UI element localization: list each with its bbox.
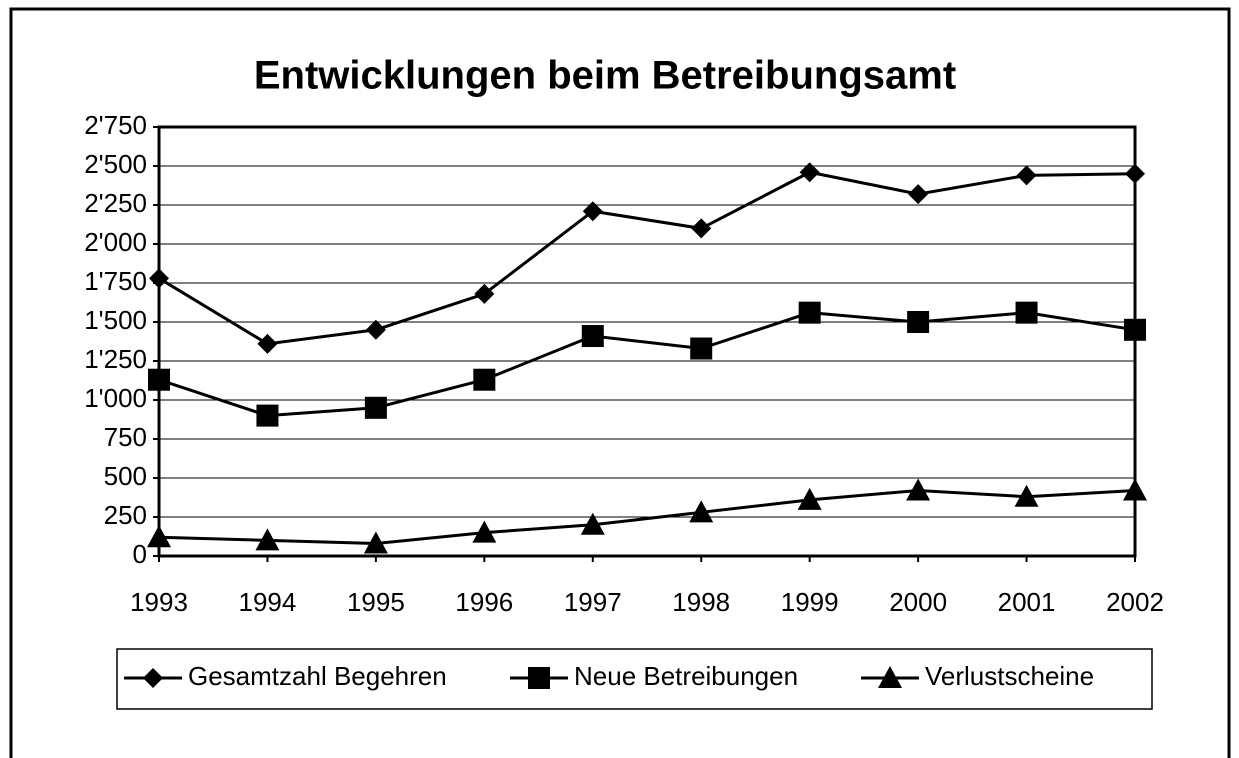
y-tick-label: 750: [104, 422, 147, 452]
y-tick-label: 2'000: [84, 227, 147, 257]
series-line: [158, 170, 1136, 346]
marker: [1124, 318, 1146, 341]
marker: [257, 333, 278, 354]
marker: [149, 268, 169, 289]
marker: [255, 528, 280, 551]
x-tick-label: 1995: [347, 587, 405, 617]
marker: [798, 301, 821, 324]
y-tick-label: 2'500: [84, 149, 147, 179]
marker: [1123, 478, 1147, 501]
marker: [363, 531, 388, 554]
marker: [689, 500, 714, 523]
marker: [148, 368, 170, 391]
x-tick-label: 2001: [998, 587, 1056, 617]
legend-label: Verlustscheine: [925, 661, 1094, 691]
y-tick-label: 250: [104, 500, 147, 530]
x-tick-label: 1997: [564, 587, 622, 617]
series-line: [158, 488, 1136, 546]
marker: [907, 311, 930, 333]
legend-box: [116, 648, 1153, 710]
marker: [690, 337, 713, 360]
legend-label: Gesamtzahl Begehren: [188, 661, 447, 691]
marker: [473, 368, 496, 391]
marker: [797, 487, 822, 510]
marker: [528, 667, 550, 689]
marker: [256, 404, 279, 427]
marker: [364, 396, 387, 419]
x-tick-label: 1994: [239, 587, 297, 617]
y-tick-label: 1'000: [84, 383, 147, 413]
marker: [691, 218, 712, 239]
marker: [1016, 165, 1037, 186]
x-tick-label: 2002: [1106, 587, 1164, 617]
plot-border: [157, 125, 1137, 558]
marker: [582, 201, 603, 222]
y-tick-label: 1'750: [84, 266, 147, 296]
y-tick-label: 500: [104, 461, 147, 491]
y-tick-label: 1'500: [84, 305, 147, 335]
x-tick-label: 1996: [455, 587, 513, 617]
x-tick-label: 1998: [672, 587, 730, 617]
chart-title: Entwicklungen beim Betreibungsamt: [254, 54, 956, 98]
marker: [1015, 301, 1038, 324]
marker: [908, 184, 929, 205]
marker: [147, 525, 171, 548]
marker: [474, 283, 495, 304]
marker: [906, 478, 931, 501]
x-tick-label: 1999: [781, 587, 839, 617]
marker: [472, 520, 497, 543]
y-tick-label: 2'750: [84, 110, 147, 140]
marker: [580, 512, 605, 535]
marker: [878, 666, 902, 688]
marker: [799, 162, 820, 183]
y-tick-label: 0: [133, 539, 147, 569]
marker: [1125, 163, 1145, 184]
y-tick-label: 1'250: [84, 344, 147, 374]
x-tick-label: 2000: [889, 587, 947, 617]
series-line: [158, 311, 1136, 418]
legend-label: Neue Betreibungen: [574, 661, 798, 691]
marker: [365, 319, 386, 340]
x-tick-label: 1993: [130, 587, 188, 617]
marker: [1014, 484, 1039, 507]
marker: [581, 325, 604, 348]
frame: [9, 7, 1231, 758]
y-tick-label: 2'250: [84, 188, 147, 218]
marker: [143, 668, 163, 688]
